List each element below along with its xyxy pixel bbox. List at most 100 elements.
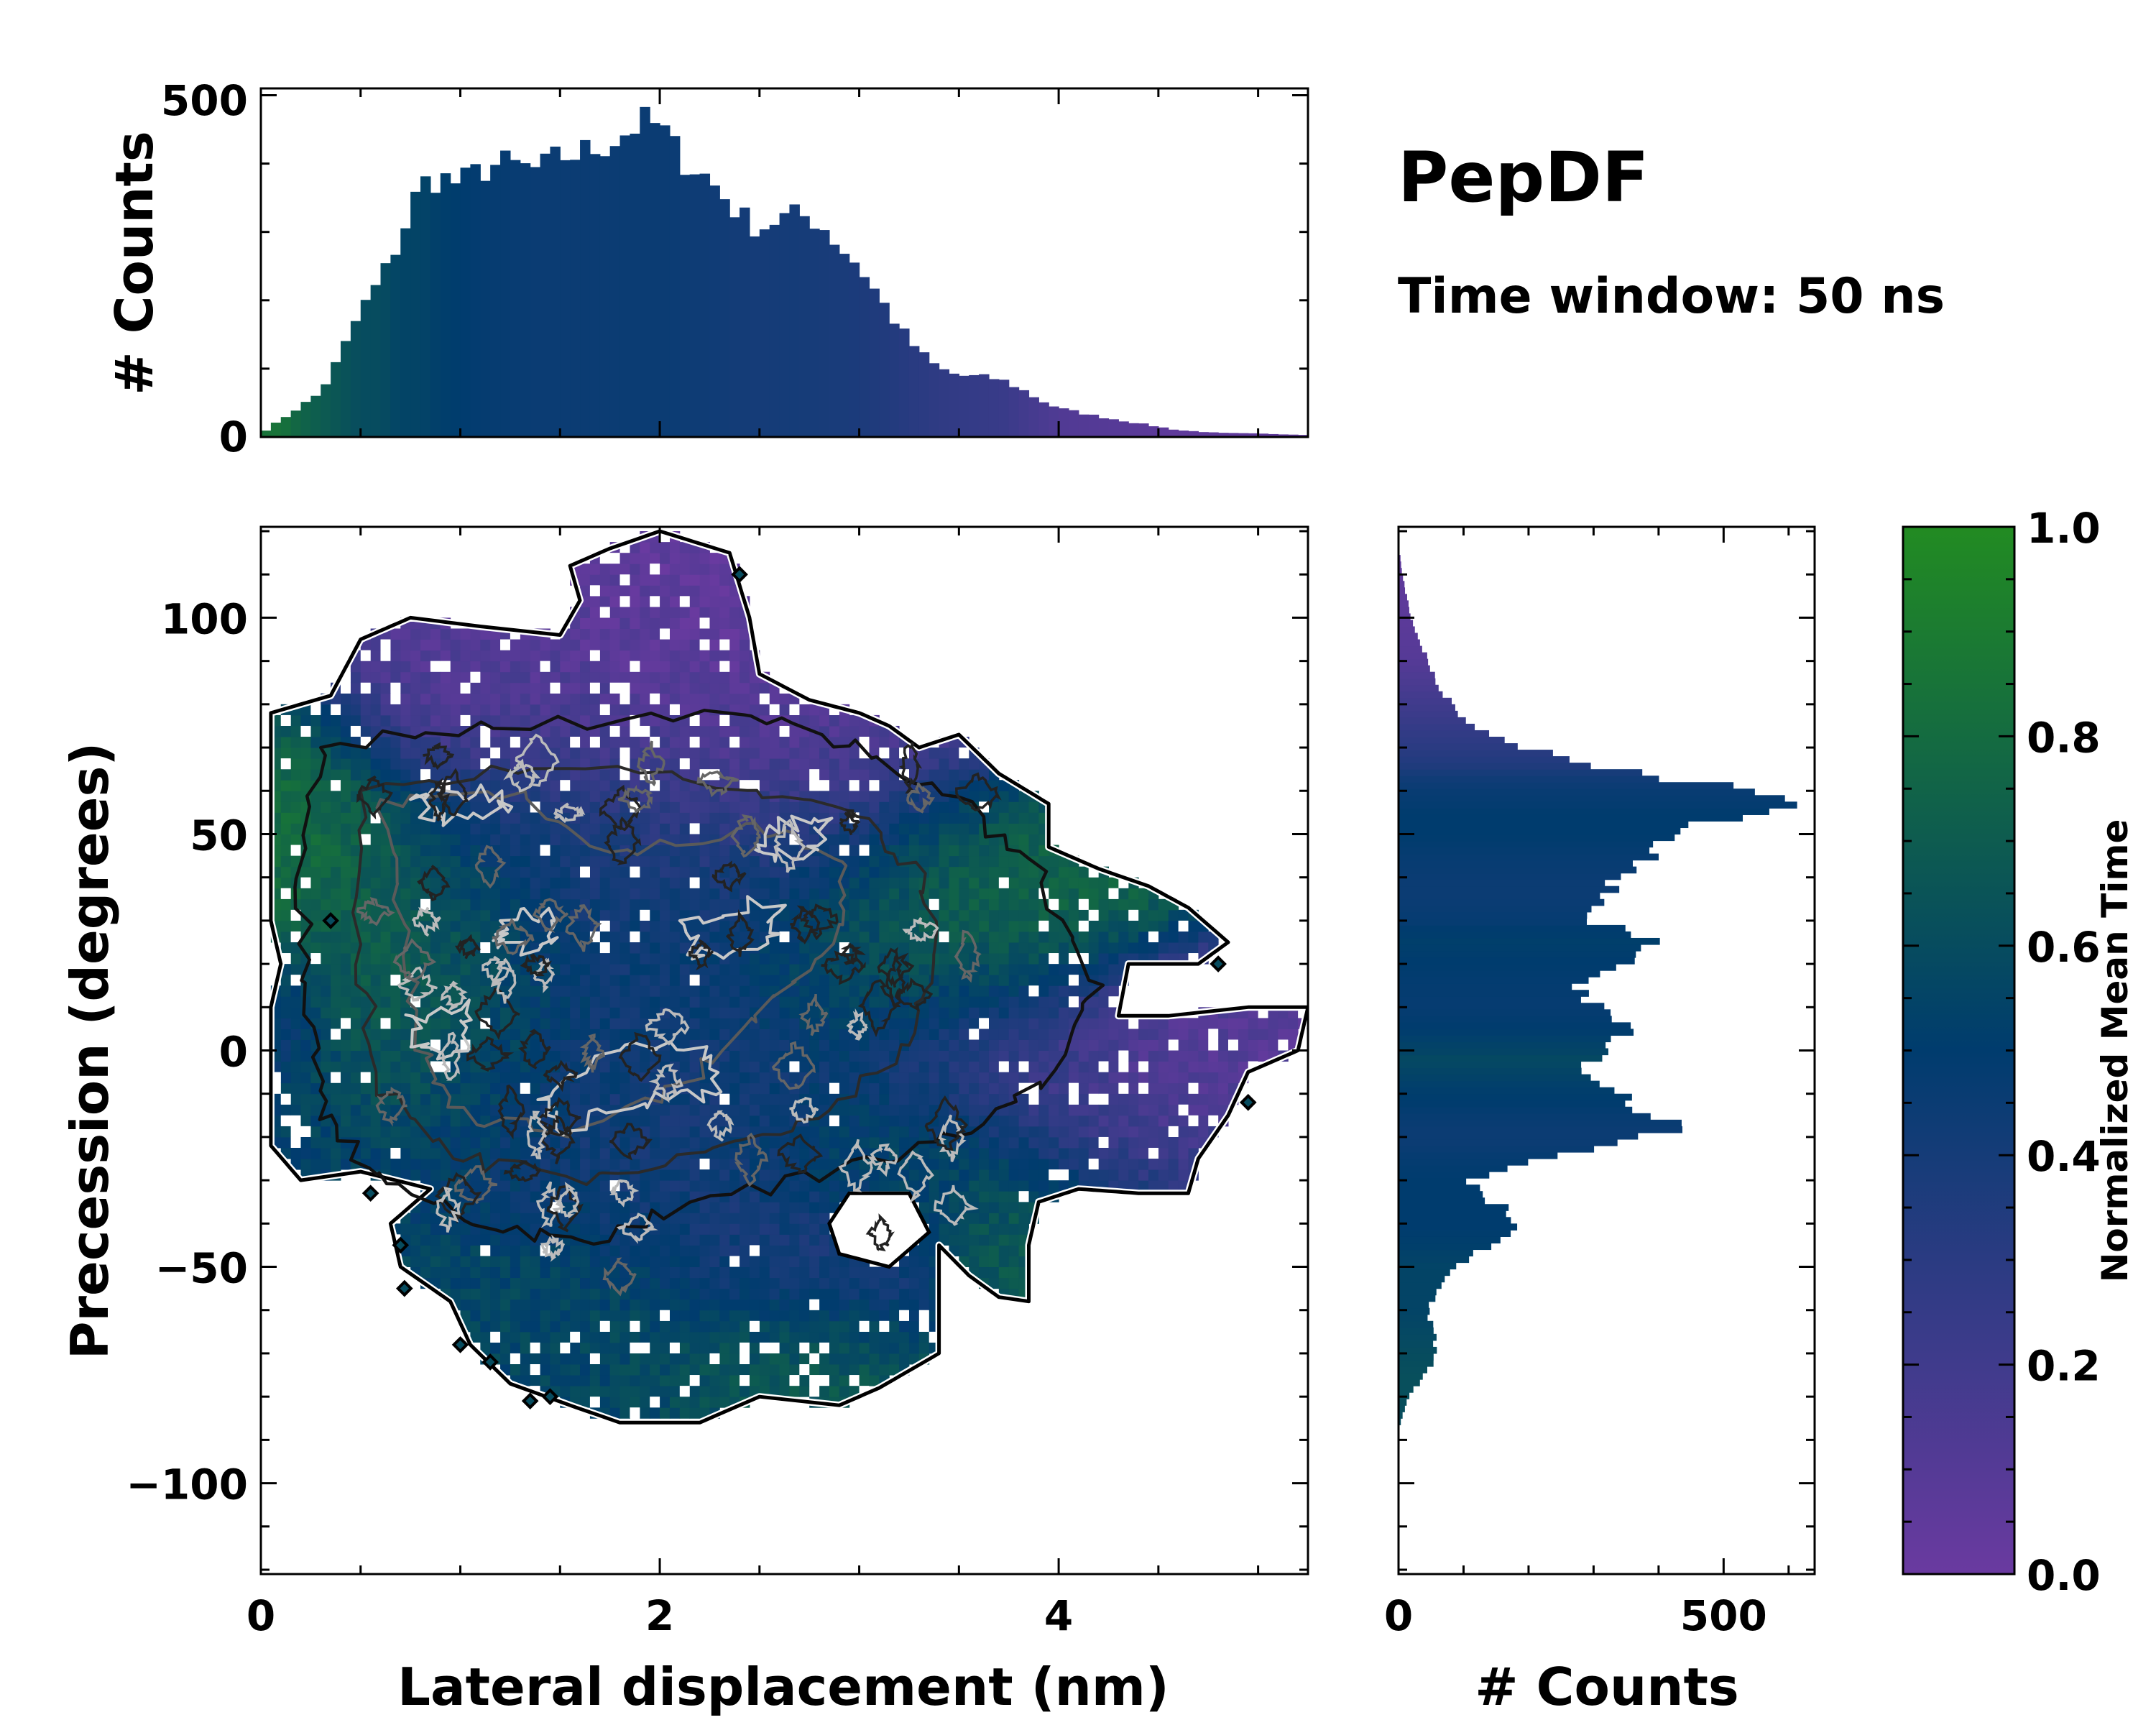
heatmap-cell: [669, 975, 681, 986]
heatmap-cell: [640, 607, 650, 618]
heatmap-cell: [1078, 1136, 1089, 1149]
heatmap-cell: [719, 1159, 730, 1170]
heatmap-cell: [470, 1029, 481, 1040]
heatmap-cell: [360, 758, 372, 770]
heatmap-cell: [310, 801, 321, 813]
heatmap-cell: [759, 1320, 770, 1333]
heatmap-cell: [1049, 942, 1059, 954]
heatmap-cell: [709, 748, 720, 759]
heatmap-cell: [589, 791, 601, 802]
heatmap-cell: [769, 725, 780, 737]
heatmap-cell: [679, 964, 691, 975]
heatmap-cell: [779, 996, 790, 1008]
heatmap-cell: [699, 628, 710, 640]
heatmap-cell: [410, 628, 421, 640]
heatmap-cell: [410, 639, 421, 651]
heatmap-cell: [899, 845, 910, 857]
heatmap-cell: [959, 1061, 969, 1073]
heatmap-cell: [560, 791, 571, 802]
heatmap-cell: [709, 898, 720, 911]
heatmap-cell: [689, 1299, 701, 1311]
heatmap-cell: [619, 737, 630, 748]
heatmap-cell: [400, 748, 411, 759]
heatmap-cell: [988, 898, 1000, 911]
heatmap-cell: [769, 1029, 780, 1040]
heatmap-cell: [979, 866, 990, 878]
heatmap-cell: [689, 1029, 701, 1040]
heatmap-cell: [560, 855, 571, 868]
heatmap-cell: [729, 1386, 740, 1397]
heatmap-cell: [689, 898, 701, 911]
heatmap-cell: [560, 671, 571, 684]
heatmap-cell: [789, 898, 800, 911]
top-histogram-bar: [959, 375, 969, 437]
heatmap-cell: [450, 953, 461, 965]
heatmap-cell: [460, 1115, 471, 1127]
heatmap-cell: [341, 1050, 351, 1062]
heatmap-cell: [899, 1136, 910, 1149]
heatmap-cell: [759, 855, 770, 868]
heatmap-cell: [321, 964, 331, 975]
heatmap-cell: [799, 1256, 810, 1268]
heatmap-cell: [709, 920, 720, 932]
heatmap-cell: [650, 812, 660, 824]
heatmap-cell: [460, 975, 471, 986]
heatmap-cell: [1038, 1029, 1049, 1040]
heatmap-cell: [570, 1018, 581, 1029]
heatmap-cell: [908, 834, 920, 846]
top-histogram-bar: [1049, 406, 1059, 437]
heatmap-cell: [859, 866, 870, 878]
heatmap-cell: [1018, 1136, 1029, 1149]
top-histogram-bar: [1178, 431, 1189, 437]
heatmap-cell: [490, 1082, 501, 1095]
heatmap-cell: [689, 661, 701, 673]
heatmap-cell: [1028, 1136, 1039, 1149]
heatmap-cell: [829, 725, 840, 737]
heatmap-cell: [331, 1093, 341, 1105]
heatmap-cell: [1008, 985, 1020, 997]
heatmap-cell: [969, 845, 980, 857]
heatmap-cell: [969, 758, 980, 770]
heatmap-cell: [669, 585, 681, 597]
heatmap-cell: [599, 1288, 611, 1300]
heatmap-cell: [929, 1039, 940, 1051]
heatmap-cell: [599, 1039, 611, 1051]
heatmap-cell: [400, 1029, 411, 1040]
heatmap-cell: [630, 628, 640, 640]
heatmap-cell: [939, 1018, 949, 1029]
heatmap-cell: [660, 888, 671, 900]
heatmap-cell: [998, 1018, 1010, 1029]
heatmap-cell: [420, 1072, 431, 1084]
heatmap-cell: [410, 737, 421, 748]
heatmap-cell: [988, 1180, 1000, 1192]
heatmap-cell: [699, 693, 710, 705]
heatmap-cell: [400, 898, 411, 911]
heatmap-cell: [390, 942, 401, 954]
heatmap-cell: [809, 1072, 820, 1084]
heatmap-cell: [580, 888, 591, 900]
heatmap-cell: [740, 1104, 750, 1116]
heatmap-cell: [460, 661, 471, 673]
heatmap-cell: [1138, 1159, 1149, 1170]
heatmap-cell: [560, 1029, 571, 1040]
heatmap-cell: [779, 1093, 790, 1105]
heatmap-cell: [619, 909, 630, 921]
heatmap-cell: [799, 1299, 810, 1311]
heatmap-cell: [789, 1191, 800, 1202]
heatmap-cell: [500, 737, 511, 748]
heatmap-cell: [570, 964, 581, 975]
heatmap-cell: [410, 1213, 421, 1224]
heatmap-cell: [560, 1007, 571, 1018]
top-histogram-bar: [789, 204, 800, 437]
heatmap-cell: [719, 1180, 730, 1192]
heatmap-cell: [321, 942, 331, 954]
heatmap-cell: [979, 1180, 990, 1192]
heatmap-cell: [609, 942, 621, 954]
heatmap-cell: [929, 1093, 940, 1105]
heatmap-cell: [699, 1018, 710, 1029]
heatmap-cell: [699, 1234, 710, 1246]
heatmap-cell: [609, 1169, 621, 1181]
heatmap-cell: [740, 1277, 750, 1289]
heatmap-cell: [969, 1007, 980, 1018]
heatmap-cell: [640, 996, 650, 1008]
